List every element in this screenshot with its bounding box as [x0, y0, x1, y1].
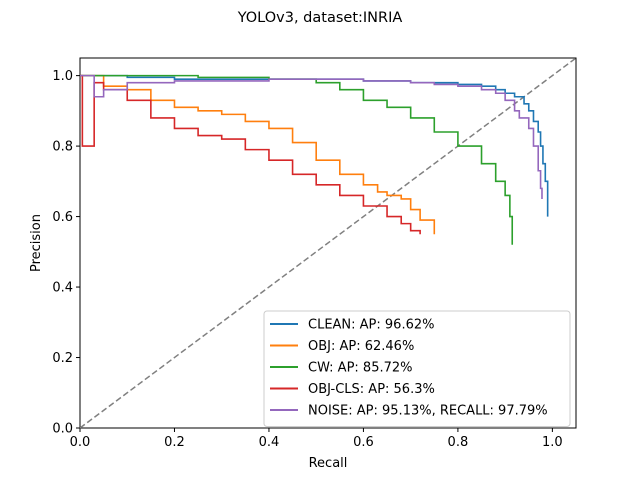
- y-tick-label: 0.0: [52, 422, 73, 437]
- y-tick-label: 0.4: [52, 281, 73, 296]
- x-tick-label: 0.0: [70, 435, 91, 450]
- diagonal-reference-line-group: [79, 57, 577, 429]
- x-tick-label: 0.2: [164, 435, 185, 450]
- legend-box: [263, 310, 571, 427]
- chart-title: YOLOv3, dataset:INRIA: [237, 10, 403, 26]
- y-tick-label: 1.0: [52, 69, 73, 84]
- series-line-3: [80, 74, 421, 235]
- legend: CLEAN: AP: 96.62% OBJ: AP: 62.46% CW: AP: …: [263, 310, 571, 427]
- y-axis-ticks: 0.0 0.2 0.4 0.6 0.8 1.0: [52, 69, 80, 437]
- x-axis-label: Recall: [309, 456, 348, 471]
- y-tick-label: 0.2: [52, 351, 73, 366]
- legend-entry-label: CW: AP: 85.72%: [308, 361, 413, 376]
- x-tick-label: 1.0: [542, 435, 563, 450]
- legend-entry-label: NOISE: AP: 95.13%, RECALL: 97.79%: [308, 404, 548, 419]
- x-tick-label: 0.6: [353, 435, 374, 450]
- x-tick-label: 0.8: [448, 435, 469, 450]
- legend-entry-label: CLEAN: AP: 96.62%: [308, 318, 434, 333]
- series-lines-group: [80, 74, 549, 245]
- series-line-4: [80, 74, 543, 199]
- diagonal-reference-line: [79, 57, 577, 429]
- x-axis-ticks: 0.0 0.2 0.4 0.6 0.8 1.0: [70, 428, 563, 450]
- y-tick-label: 0.6: [52, 210, 73, 225]
- y-tick-label: 0.8: [52, 140, 73, 155]
- x-tick-label: 0.4: [259, 435, 280, 450]
- legend-entry-label: OBJ: AP: 62.46%: [308, 339, 414, 354]
- legend-entry-label: OBJ-CLS: AP: 56.3%: [308, 382, 435, 397]
- y-axis-label: Precision: [29, 214, 44, 272]
